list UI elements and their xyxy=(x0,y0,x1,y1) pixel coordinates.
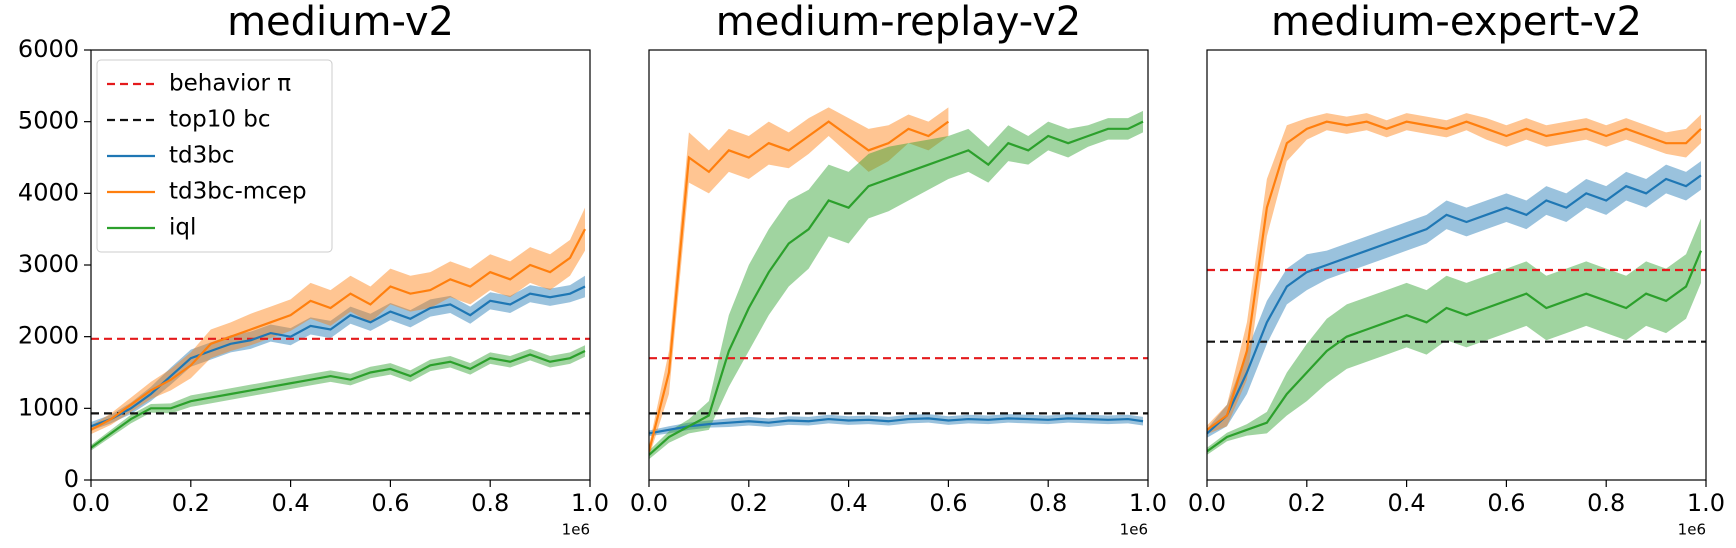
error-band xyxy=(1207,218,1702,455)
series-line xyxy=(91,285,586,428)
series-line xyxy=(1207,250,1703,453)
y-tick-label: 6000 xyxy=(18,35,79,63)
x-tick-label: 0.2 xyxy=(730,489,768,517)
y-tick-label: 0 xyxy=(64,465,79,493)
error-band xyxy=(649,107,949,458)
x-offset-label: 1e6 xyxy=(1120,521,1148,539)
x-tick-label: 0.6 xyxy=(1487,489,1525,517)
y-tick-label: 1000 xyxy=(18,393,79,421)
x-tick-label: 0.8 xyxy=(1587,489,1625,517)
legend-label: top10 bc xyxy=(169,107,271,133)
legend-label: td3bc-mcep xyxy=(169,179,307,205)
x-tick-label: 1.0 xyxy=(1687,489,1725,517)
series-line xyxy=(1207,174,1702,435)
x-tick-label: 0.2 xyxy=(1288,489,1326,517)
plot-area xyxy=(1207,113,1706,455)
x-tick-label: 0.4 xyxy=(272,489,310,517)
y-tick-label: 3000 xyxy=(18,250,79,278)
x-tick-label: 1.0 xyxy=(571,489,609,517)
y-tick-label: 4000 xyxy=(18,178,79,206)
x-tick-label: 0.6 xyxy=(929,489,967,517)
plot-frame xyxy=(1206,49,1707,481)
series-line xyxy=(91,350,586,449)
y-tick-label: 5000 xyxy=(18,107,79,135)
y-tick-label: 2000 xyxy=(18,322,79,350)
plot-frame xyxy=(90,49,591,481)
legend-label: td3bc xyxy=(169,143,235,169)
plot-area xyxy=(91,207,590,451)
x-offset-label: 1e6 xyxy=(562,521,590,539)
plot-area xyxy=(649,107,1148,460)
x-tick-label: 0.0 xyxy=(630,489,668,517)
x-tick-label: 0.0 xyxy=(1188,489,1226,517)
x-offset-label: 1e6 xyxy=(1678,521,1706,539)
chart-title: medium-v2 xyxy=(227,0,454,45)
chart-title: medium-expert-v2 xyxy=(1271,0,1642,45)
x-tick-label: 0.4 xyxy=(830,489,868,517)
series-line xyxy=(649,120,950,452)
x-tick-label: 0.8 xyxy=(471,489,509,517)
legend-label: iql xyxy=(169,215,196,241)
error-band xyxy=(91,275,586,431)
x-tick-label: 1.0 xyxy=(1129,489,1167,517)
series-line xyxy=(649,120,1144,456)
error-band xyxy=(1207,113,1702,435)
chart-title: medium-replay-v2 xyxy=(716,0,1081,45)
legend-box xyxy=(96,59,333,253)
x-tick-label: 0.2 xyxy=(172,489,210,517)
series-line xyxy=(1207,120,1702,431)
legend-label: behavior π xyxy=(169,71,291,97)
x-tick-label: 0.0 xyxy=(72,489,110,517)
plot-frame xyxy=(648,49,1149,481)
series-line xyxy=(91,228,586,431)
series-line xyxy=(649,417,1144,435)
x-tick-label: 0.8 xyxy=(1029,489,1067,517)
x-tick-label: 0.6 xyxy=(371,489,409,517)
x-tick-label: 0.4 xyxy=(1388,489,1426,517)
